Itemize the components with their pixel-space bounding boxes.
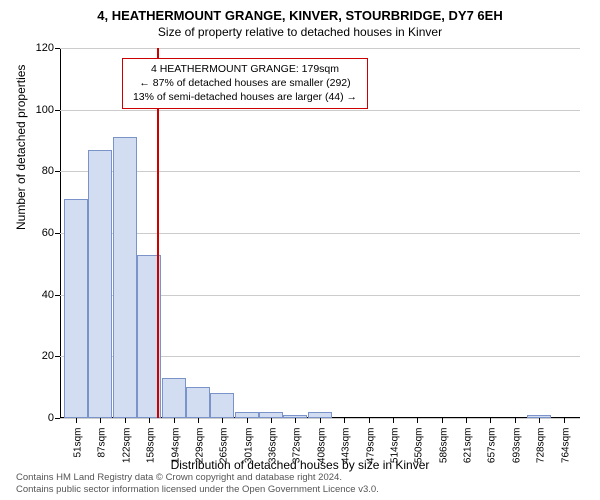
chart-title-sub: Size of property relative to detached ho…	[0, 23, 600, 39]
xtick-mark	[222, 418, 223, 423]
ytick-mark	[55, 48, 60, 49]
xtick-mark	[369, 418, 370, 423]
ytick-mark	[55, 171, 60, 172]
ytick-label: 80	[24, 165, 54, 177]
xtick-mark	[515, 418, 516, 423]
histogram-bar	[210, 393, 234, 418]
ytick-label: 0	[24, 412, 54, 424]
chart-title-main: 4, HEATHERMOUNT GRANGE, KINVER, STOURBRI…	[0, 0, 600, 23]
xtick-mark	[149, 418, 150, 423]
gridline	[60, 48, 580, 49]
histogram-bar	[64, 199, 88, 418]
xtick-mark	[417, 418, 418, 423]
ytick-label: 60	[24, 227, 54, 239]
ytick-mark	[55, 418, 60, 419]
footer-attribution: Contains HM Land Registry data © Crown c…	[16, 472, 379, 496]
annotation-line-3: 13% of semi-detached houses are larger (…	[129, 90, 361, 104]
histogram-bar	[113, 137, 137, 418]
histogram-bar	[162, 378, 186, 418]
ytick-mark	[55, 233, 60, 234]
gridline	[60, 233, 580, 234]
gridline	[60, 171, 580, 172]
gridline	[60, 110, 580, 111]
xtick-mark	[125, 418, 126, 423]
annotation-box: 4 HEATHERMOUNT GRANGE: 179sqm← 87% of de…	[122, 58, 368, 109]
xtick-mark	[100, 418, 101, 423]
ytick-label: 120	[24, 42, 54, 54]
ytick-mark	[55, 356, 60, 357]
xtick-mark	[198, 418, 199, 423]
plot-region: 02040608010012051sqm87sqm122sqm158sqm194…	[60, 48, 580, 418]
annotation-line-1: 4 HEATHERMOUNT GRANGE: 179sqm	[129, 62, 361, 76]
ytick-mark	[55, 295, 60, 296]
xtick-mark	[442, 418, 443, 423]
xtick-mark	[490, 418, 491, 423]
xtick-mark	[466, 418, 467, 423]
xtick-mark	[393, 418, 394, 423]
chart-plot-area: 02040608010012051sqm87sqm122sqm158sqm194…	[60, 48, 580, 418]
xtick-mark	[76, 418, 77, 423]
ytick-label: 100	[24, 104, 54, 116]
footer-line-1: Contains HM Land Registry data © Crown c…	[16, 472, 379, 484]
annotation-line-2: ← 87% of detached houses are smaller (29…	[129, 76, 361, 90]
xtick-mark	[320, 418, 321, 423]
xtick-mark	[247, 418, 248, 423]
histogram-bar	[186, 387, 210, 418]
xtick-mark	[344, 418, 345, 423]
xtick-mark	[271, 418, 272, 423]
x-axis-label: Distribution of detached houses by size …	[0, 458, 600, 472]
ytick-label: 40	[24, 289, 54, 301]
xtick-mark	[174, 418, 175, 423]
footer-line-2: Contains public sector information licen…	[16, 484, 379, 496]
y-axis-label: Number of detached properties	[14, 65, 28, 230]
xtick-mark	[564, 418, 565, 423]
xtick-mark	[295, 418, 296, 423]
xtick-mark	[539, 418, 540, 423]
ytick-label: 20	[24, 350, 54, 362]
histogram-bar	[88, 150, 112, 418]
ytick-mark	[55, 110, 60, 111]
